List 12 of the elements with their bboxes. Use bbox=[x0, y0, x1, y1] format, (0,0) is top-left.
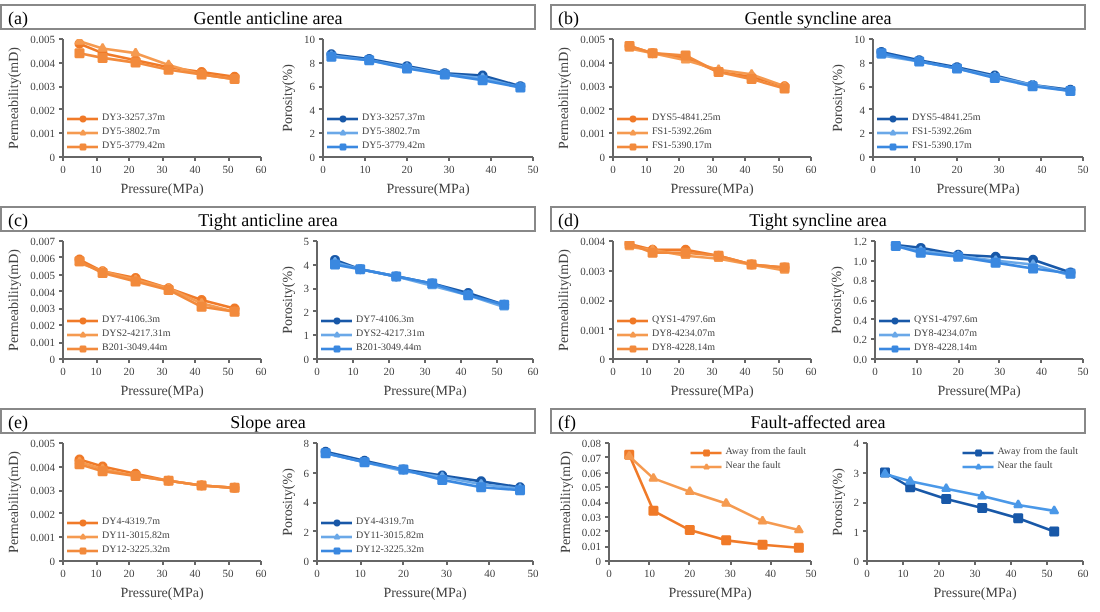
chart-title: Gentle syncline area bbox=[744, 8, 892, 28]
chart-title: Tight syncline area bbox=[749, 210, 887, 230]
chart-title: Slope area bbox=[230, 412, 306, 432]
chart-title: Tight anticline area bbox=[198, 210, 338, 230]
chart-subtitle: (c) bbox=[8, 208, 28, 234]
chart-title: Gentle anticline area bbox=[193, 8, 343, 28]
chart-subtitle: (a) bbox=[8, 6, 28, 32]
chart-subtitle: (b) bbox=[558, 6, 579, 32]
chart-title: Fault-affected area bbox=[750, 412, 886, 432]
chart-subtitle: (f) bbox=[558, 410, 576, 436]
chart-subtitle: (d) bbox=[558, 208, 579, 234]
chart-subtitle: (e) bbox=[8, 410, 28, 436]
